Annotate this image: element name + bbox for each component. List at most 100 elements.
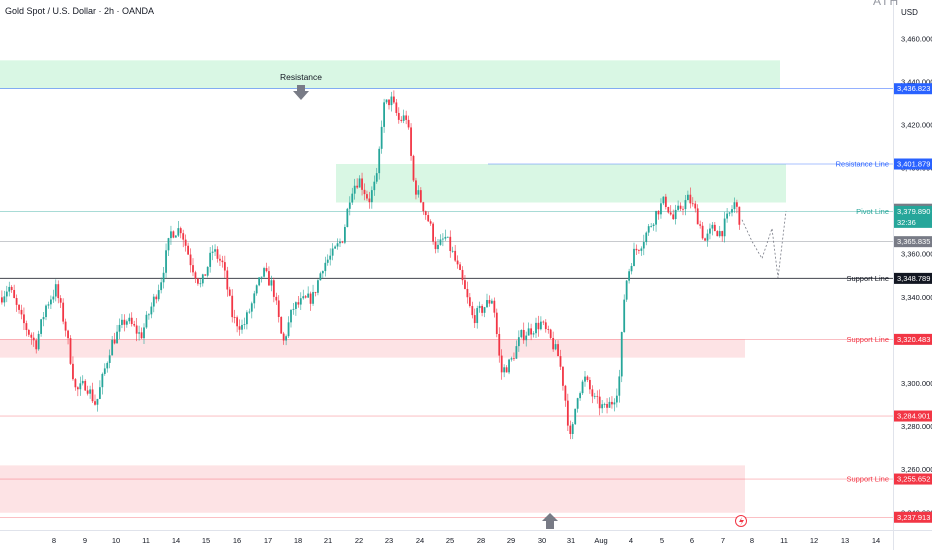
candle xyxy=(645,231,648,246)
zone-support xyxy=(0,465,745,513)
candle xyxy=(709,223,711,240)
x-tick-label: 22 xyxy=(355,536,363,545)
candle xyxy=(549,328,552,340)
candle xyxy=(165,243,167,278)
candle xyxy=(620,331,623,383)
candle xyxy=(476,305,479,329)
candle xyxy=(123,314,126,332)
candle xyxy=(312,284,314,306)
candle xyxy=(76,386,79,397)
candle xyxy=(8,281,11,297)
candle xyxy=(295,301,297,316)
candle xyxy=(54,279,57,302)
candle xyxy=(390,91,393,112)
candle xyxy=(442,233,444,247)
candle xyxy=(711,221,714,236)
candle xyxy=(669,205,672,216)
candle xyxy=(231,289,234,323)
candle xyxy=(106,361,109,373)
candle xyxy=(493,297,496,318)
candle xyxy=(304,295,307,299)
price-label: 3,436.823 xyxy=(897,84,930,93)
candle xyxy=(424,210,427,220)
candle xyxy=(486,293,488,308)
candle xyxy=(145,311,148,329)
x-tick-label: 12 xyxy=(810,536,818,545)
candle xyxy=(495,308,498,338)
chart-title: Gold Spot / U.S. Dollar · 2h · OANDA xyxy=(5,6,155,16)
candle xyxy=(62,298,65,325)
candle xyxy=(400,116,403,123)
y-tick-label: 3,280.000 xyxy=(901,422,932,431)
candle xyxy=(121,314,123,329)
candle xyxy=(593,392,596,400)
y-tick-label: 3,340.000 xyxy=(901,293,932,302)
candle xyxy=(468,292,471,308)
candle xyxy=(368,191,371,209)
candle xyxy=(647,224,650,236)
candle xyxy=(361,172,363,196)
candle xyxy=(265,262,268,273)
candle xyxy=(260,276,263,283)
level-name: Support Line xyxy=(846,274,889,283)
candle xyxy=(544,319,547,333)
resistance-annotation: Resistance xyxy=(280,72,322,82)
candle xyxy=(94,394,96,406)
candle xyxy=(297,296,300,308)
candle xyxy=(525,331,528,347)
x-tick-label: 24 xyxy=(416,536,424,545)
candle xyxy=(642,234,645,256)
x-tick-label: 7 xyxy=(721,536,725,545)
candle xyxy=(69,335,72,365)
candle xyxy=(674,204,677,225)
candle xyxy=(89,385,91,399)
resistance-down-arrow-icon xyxy=(293,85,309,100)
candle xyxy=(74,378,77,391)
candle xyxy=(615,388,618,408)
candle xyxy=(18,303,20,314)
candle xyxy=(246,310,248,330)
candle xyxy=(40,318,42,337)
candle xyxy=(219,254,221,267)
candle xyxy=(309,291,312,311)
candle xyxy=(216,246,219,263)
candle xyxy=(728,211,731,217)
candle xyxy=(268,266,270,286)
candle xyxy=(275,292,278,305)
candle xyxy=(731,205,733,217)
candle xyxy=(662,196,665,206)
candle xyxy=(491,298,493,305)
candle xyxy=(42,312,45,327)
candle xyxy=(324,256,327,277)
candle xyxy=(655,210,657,232)
candle xyxy=(630,262,633,275)
candle xyxy=(498,327,501,363)
candle xyxy=(10,285,13,293)
candle xyxy=(574,408,577,426)
y-tick-label: 3,360.000 xyxy=(901,250,932,259)
candle xyxy=(461,266,464,285)
candle xyxy=(432,222,434,245)
candle xyxy=(598,389,601,416)
candle xyxy=(366,190,368,201)
candle xyxy=(148,313,150,320)
candle xyxy=(515,340,518,359)
candle xyxy=(672,209,675,221)
currency-label[interactable]: USD xyxy=(901,8,918,17)
x-tick-label: 15 xyxy=(202,536,210,545)
x-tick-label: 28 xyxy=(477,536,485,545)
candle xyxy=(20,304,23,320)
candle xyxy=(478,301,481,313)
candle xyxy=(160,277,163,294)
lightning-icon xyxy=(739,517,744,526)
candle xyxy=(687,190,689,201)
candle xyxy=(287,316,290,339)
candle xyxy=(206,266,209,278)
candle xyxy=(677,200,679,212)
x-tick-label: 29 xyxy=(507,536,515,545)
candle xyxy=(329,248,332,266)
candle xyxy=(513,352,515,362)
candle xyxy=(27,328,30,337)
